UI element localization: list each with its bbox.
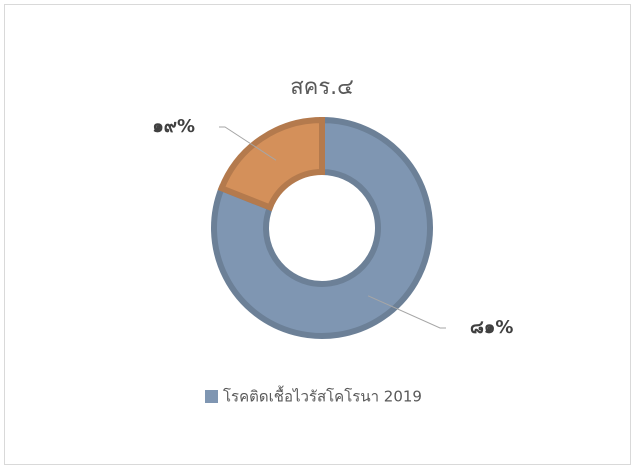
data-label: ๑๙% (152, 116, 195, 137)
leader-line (219, 126, 277, 161)
legend-swatch (205, 390, 218, 403)
data-label: ๘๑% (470, 317, 513, 338)
leader-line (367, 295, 446, 329)
donut-segment (217, 116, 325, 212)
chart-title: สคร.๔ (290, 75, 354, 100)
chart-frame (4, 4, 631, 465)
donut-segment (211, 116, 433, 339)
legend-label: โรคติดเชื้อไวรัสโคโรนา 2019 (223, 386, 422, 406)
